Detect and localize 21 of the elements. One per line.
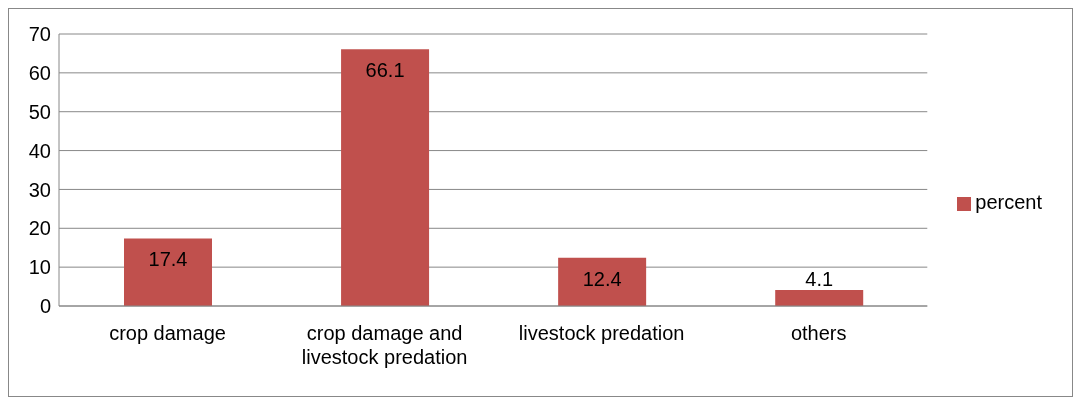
y-tick-label: 50 — [28, 100, 51, 123]
x-tick-label: others — [790, 322, 847, 344]
data-label: 12.4 — [582, 267, 622, 290]
bar — [341, 49, 430, 306]
y-tick-label: 10 — [28, 256, 51, 279]
bar — [775, 290, 864, 306]
data-label: 17.4 — [148, 248, 188, 271]
bar — [558, 257, 647, 306]
x-tick-label: crop damage and livestock predation — [301, 322, 468, 368]
y-tick-label: 30 — [28, 178, 51, 201]
y-tick-label: 70 — [28, 23, 51, 46]
data-label: 4.1 — [805, 268, 834, 291]
x-tick-label: crop damage — [109, 322, 226, 344]
y-tick-label: 40 — [28, 139, 51, 162]
y-tick-label: 20 — [28, 217, 51, 240]
y-tick-label: 60 — [28, 61, 51, 84]
y-tick-label: 0 — [39, 295, 51, 318]
x-tick-label: livestock predation — [518, 322, 685, 344]
bar — [124, 238, 212, 306]
data-label: 66.1 — [365, 59, 405, 82]
legend-label: percent — [975, 191, 1042, 213]
